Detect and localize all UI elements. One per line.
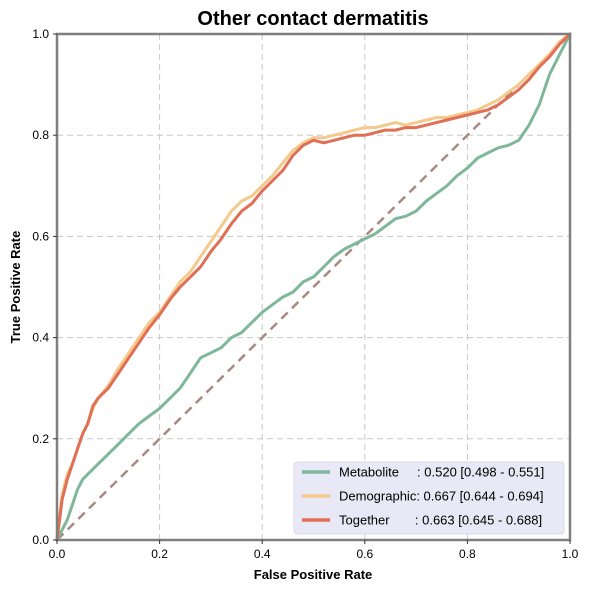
x-axis-label: False Positive Rate [254, 567, 373, 582]
legend: Metabolite : 0.520 [0.498 - 0.551] Demog… [293, 461, 565, 535]
legend-label-metabolite: Metabolite : 0.520 [0.498 - 0.551] [339, 465, 544, 480]
chart-title: Other contact dermatitis [197, 8, 428, 30]
grid-lines [57, 34, 570, 540]
y-axis-label: True Positive Rate [8, 231, 23, 344]
y-tick-label: 0.4 [32, 331, 49, 345]
roc-curves [55, 32, 572, 542]
x-axis-ticks: 0.0 0.2 0.4 0.6 0.8 1.0 [49, 540, 579, 561]
y-axis-ticks: 0.0 0.2 0.4 0.6 0.8 1.0 [32, 27, 57, 547]
legend-label-demographic: Demographic: 0.667 [0.644 - 0.694] [339, 489, 544, 504]
plot-frame [55, 32, 572, 542]
y-tick-label: 1.0 [32, 27, 49, 41]
x-tick-label: 1.0 [562, 547, 579, 561]
chance-diagonal [56, 33, 571, 541]
x-tick-label: 0.2 [151, 547, 168, 561]
y-tick-label: 0.8 [32, 128, 49, 142]
x-tick-label: 0.6 [356, 547, 373, 561]
x-tick-label: 0.4 [254, 547, 271, 561]
x-tick-label: 0.8 [459, 547, 476, 561]
legend-label-together: Together : 0.663 [0.645 - 0.688] [339, 513, 542, 528]
y-tick-label: 0.0 [32, 533, 49, 547]
x-tick-label: 0.0 [49, 547, 66, 561]
y-tick-label: 0.6 [32, 229, 49, 243]
roc-line-together [55, 32, 572, 542]
diagonal-line [56, 33, 571, 541]
legend-box [293, 461, 565, 535]
roc-line-metabolite [55, 32, 572, 542]
y-tick-label: 0.2 [32, 432, 49, 446]
